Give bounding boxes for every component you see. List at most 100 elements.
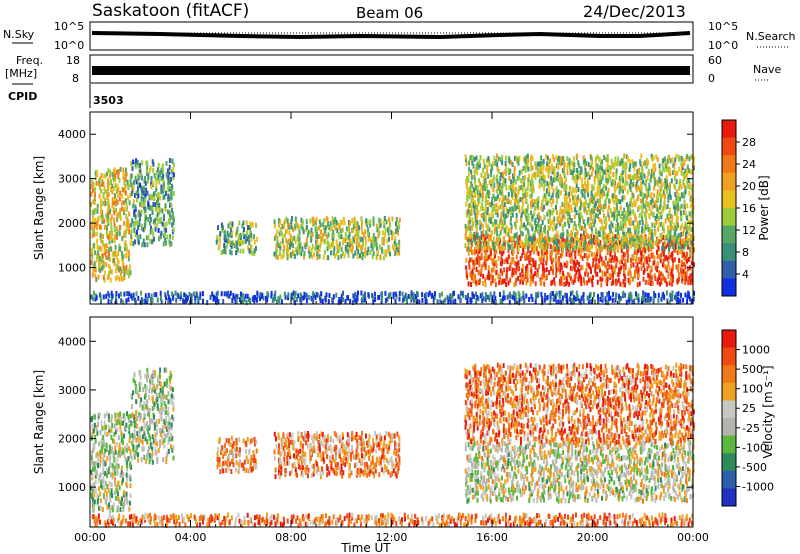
- range-gate-cell: [320, 236, 323, 242]
- range-gate-cell: [229, 290, 232, 296]
- range-gate-cell: [496, 153, 498, 159]
- range-gate-cell: [139, 381, 142, 387]
- range-gate-cell: [582, 219, 585, 225]
- range-gate-cell: [145, 215, 148, 221]
- range-gate-cell: [644, 234, 647, 239]
- range-gate-cell: [541, 171, 544, 177]
- range-gate-cell: [629, 279, 632, 285]
- range-gate-cell: [666, 182, 668, 188]
- range-gate-cell: [115, 169, 118, 175]
- range-gate-cell: [689, 203, 692, 209]
- range-gate-cell: [143, 178, 146, 184]
- range-gate-cell: [492, 193, 495, 199]
- range-gate-cell: [227, 223, 230, 229]
- range-gate-cell: [164, 237, 167, 243]
- range-gate-cell: [249, 224, 251, 230]
- range-gate-cell: [559, 290, 562, 296]
- range-gate-cell: [603, 203, 606, 209]
- range-gate-cell: [645, 256, 648, 262]
- range-gate-cell: [543, 186, 545, 192]
- range-gate-cell: [580, 166, 583, 172]
- range-gate-cell: [93, 413, 96, 419]
- range-gate-cell: [643, 228, 646, 234]
- range-gate-cell: [682, 268, 685, 274]
- range-gate-cell: [230, 250, 233, 256]
- range-gate-cell: [499, 204, 502, 210]
- y-tick-label: 1000: [58, 262, 86, 275]
- range-gate-cell: [497, 205, 500, 211]
- range-gate-cell: [503, 278, 506, 284]
- range-gate-cell: [604, 262, 607, 268]
- range-gate-cell: [595, 263, 598, 268]
- range-gate-cell: [612, 246, 615, 252]
- range-gate-cell: [577, 187, 580, 193]
- range-gate-cell: [690, 276, 693, 282]
- range-gate-cell: [344, 299, 347, 305]
- range-gate-cell: [669, 158, 672, 164]
- range-gate-cell: [691, 169, 694, 175]
- range-gate-cell: [168, 210, 171, 216]
- range-gate-cell: [565, 246, 567, 252]
- range-gate-cell: [668, 167, 671, 173]
- range-gate-cell: [94, 434, 97, 440]
- range-gate-cell: [375, 241, 378, 247]
- range-gate-cell: [250, 223, 253, 229]
- range-gate-cell: [605, 167, 608, 173]
- range-gate-cell: [117, 463, 120, 469]
- range-gate-cell: [634, 229, 637, 235]
- range-gate-cell: [537, 241, 540, 247]
- range-gate-cell: [665, 267, 668, 273]
- range-gate-cell: [247, 245, 250, 251]
- range-gate-cell: [521, 206, 524, 212]
- range-gate-cell: [648, 274, 651, 280]
- range-gate-cell: [122, 440, 124, 446]
- range-gate-cell: [140, 209, 143, 215]
- range-gate-cell: [591, 282, 594, 288]
- range-gate-cell: [153, 425, 156, 431]
- range-gate-cell: [640, 230, 643, 236]
- range-gate-cell: [164, 231, 166, 237]
- range-gate-cell: [580, 295, 583, 301]
- range-gate-cell: [612, 178, 615, 184]
- range-gate-cell: [115, 208, 117, 213]
- range-gate-cell: [396, 226, 399, 232]
- range-gate-cell: [596, 271, 599, 277]
- range-gate-cell: [548, 198, 551, 204]
- range-gate-cell: [669, 276, 672, 282]
- range-gate-cell: [114, 244, 117, 250]
- range-gate-cell: [361, 255, 364, 261]
- range-gate-cell: [123, 291, 126, 297]
- range-gate-cell: [636, 243, 639, 249]
- range-gate-cell: [690, 202, 693, 207]
- range-gate-cell: [91, 461, 94, 467]
- range-gate-cell: [137, 452, 139, 458]
- range-gate-cell: [479, 225, 482, 231]
- range-gate-cell: [651, 280, 654, 286]
- range-gate-cell: [553, 242, 555, 248]
- range-gate-cell: [90, 247, 93, 253]
- range-gate-cell: [642, 161, 645, 167]
- range-gate-cell: [111, 203, 114, 209]
- range-gate-cell: [116, 274, 119, 280]
- range-gate-cell: [622, 255, 625, 261]
- range-gate-cell: [499, 268, 502, 274]
- range-gate-cell: [554, 296, 557, 302]
- range-gate-cell: [403, 295, 406, 301]
- range-gate-cell: [316, 238, 318, 244]
- range-gate-cell: [557, 189, 560, 195]
- range-gate-cell: [624, 282, 627, 288]
- range-gate-cell: [410, 295, 413, 301]
- range-gate-cell: [555, 272, 558, 278]
- range-gate-cell: [105, 262, 108, 268]
- range-gate-cell: [144, 175, 146, 181]
- range-gate-cell: [383, 216, 386, 221]
- range-gate-cell: [673, 209, 676, 214]
- range-gate-cell: [494, 253, 496, 259]
- range-gate-cell: [630, 197, 632, 203]
- range-gate-cell: [214, 295, 217, 301]
- range-gate-cell: [381, 240, 384, 246]
- range-gate-cell: [124, 167, 127, 173]
- range-gate-cell: [303, 250, 306, 256]
- range-gate-cell: [557, 239, 560, 245]
- range-gate-cell: [482, 158, 485, 164]
